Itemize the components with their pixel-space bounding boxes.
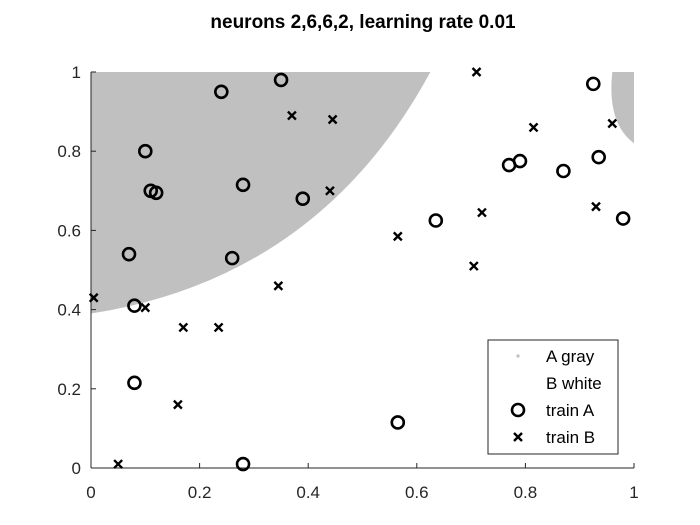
train-b-point <box>88 292 99 303</box>
train-b-point <box>140 302 151 313</box>
legend-label: train A <box>546 401 595 420</box>
x-tick-label: 0.8 <box>514 483 538 502</box>
train-a-point <box>591 149 607 165</box>
train-a-point <box>214 84 229 100</box>
train-a-point <box>235 456 251 472</box>
train-a-point <box>295 191 311 207</box>
train-a-point <box>235 177 251 193</box>
x-tick-label: 0.6 <box>405 483 429 502</box>
train-b-point <box>173 399 183 410</box>
chart-title: neurons 2,6,6,2, learning rate 0.01 <box>210 12 516 33</box>
legend-x-icon <box>513 432 523 442</box>
region-a-corner <box>611 72 634 144</box>
legend-label: B white <box>546 374 602 393</box>
x-tick-label: 1 <box>629 483 638 502</box>
axes: 0 0.2 0.4 0.6 0.8 1 0 0.2 0.4 0.6 0.8 1 <box>57 63 638 502</box>
train-b-point <box>273 280 284 291</box>
y-tick-label: 0.8 <box>57 142 81 161</box>
train-b-point <box>468 261 479 271</box>
train-b-point <box>178 322 189 333</box>
train-b-point <box>591 201 601 212</box>
legend-label: train B <box>546 428 595 447</box>
x-tick-label: 0.2 <box>188 483 212 502</box>
decision-regions <box>91 72 634 314</box>
train-a-point <box>390 415 406 430</box>
train-a-point <box>273 72 289 88</box>
legend-box <box>487 339 619 455</box>
train-a-point <box>127 375 142 391</box>
train-a-point <box>615 211 631 226</box>
x-tick-label: 0.4 <box>296 483 320 502</box>
region-a-main <box>91 72 431 314</box>
data-markers <box>88 67 631 472</box>
train-a-point <box>121 246 137 262</box>
train-a-point <box>138 143 153 159</box>
legend-circle-icon <box>510 402 526 418</box>
train-b-point <box>287 110 297 121</box>
y-tick-label: 0.4 <box>57 301 81 320</box>
train-b-point <box>607 118 618 129</box>
train-b-point <box>392 231 403 242</box>
x-tick-label: 0 <box>86 483 95 502</box>
train-a-point <box>428 213 444 228</box>
train-b-point <box>325 185 335 196</box>
y-tick-label: 0 <box>72 459 81 478</box>
y-tick-label: 0.6 <box>57 221 81 240</box>
y-tick-label: 0.2 <box>57 380 81 399</box>
train-a-point <box>127 298 142 313</box>
train-b-point <box>213 322 224 333</box>
train-a-point <box>512 153 528 169</box>
train-a-point <box>556 163 571 179</box>
train-b-point <box>327 114 338 125</box>
train-b-point <box>528 122 539 133</box>
legend-label: A gray <box>546 347 595 366</box>
train-a-point <box>585 76 601 92</box>
legend-dot-icon <box>516 354 520 358</box>
legend: A gray B white train A train B <box>487 339 619 455</box>
train-a-point <box>148 185 164 201</box>
train-b-point <box>477 207 487 218</box>
train-b-point <box>471 67 482 77</box>
train-a-point <box>224 250 240 266</box>
y-tick-label: 1 <box>72 63 81 82</box>
train-b-point <box>113 459 123 469</box>
